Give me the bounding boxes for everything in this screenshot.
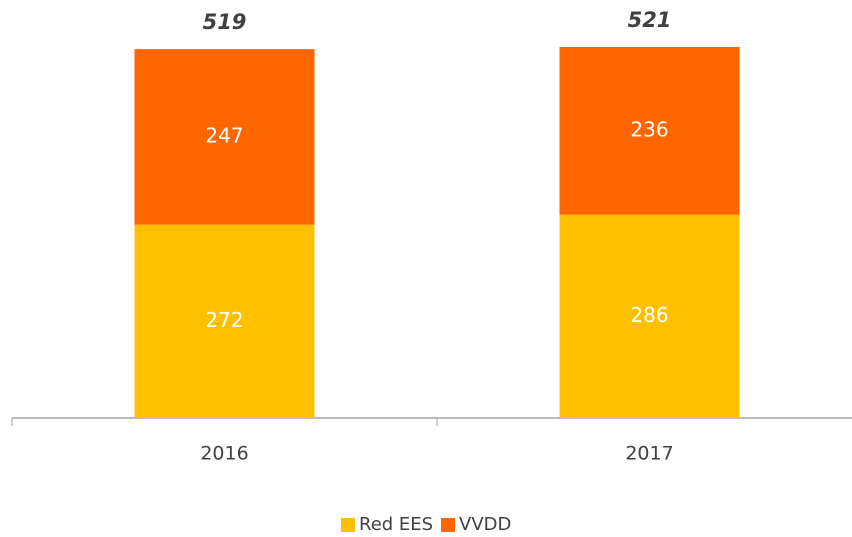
total-label: 521 <box>628 8 672 32</box>
segment-label: 272 <box>205 308 243 332</box>
legend-label: VVDD <box>459 514 511 535</box>
x-tick-label: 2017 <box>625 443 673 465</box>
bar-segment <box>134 224 315 418</box>
legend-swatch <box>441 518 455 532</box>
legend-swatch <box>341 518 355 532</box>
legend-label: Red EES <box>359 514 433 535</box>
total-label: 519 <box>203 10 247 34</box>
bar-segment <box>559 47 740 215</box>
bar-segment <box>559 214 740 418</box>
x-tick-label: 2016 <box>200 443 248 465</box>
bar-segment <box>134 49 315 225</box>
segment-label: 286 <box>630 303 668 327</box>
segment-label: 247 <box>205 123 243 147</box>
segment-label: 236 <box>630 117 668 141</box>
